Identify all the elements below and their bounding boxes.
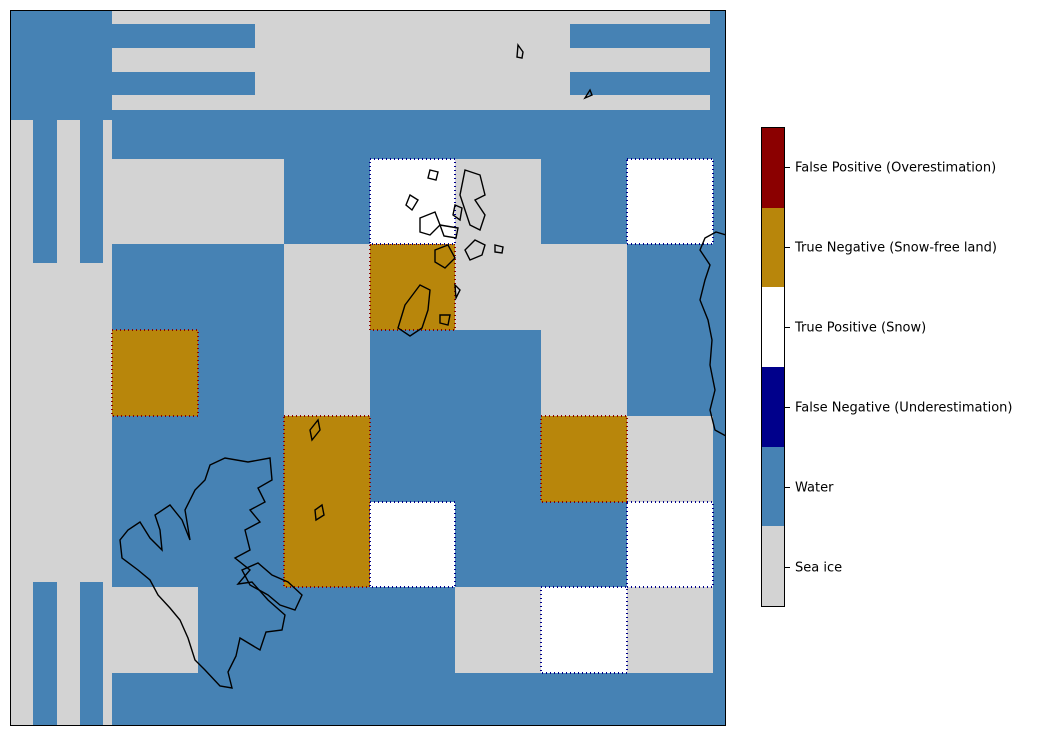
colorbar-tick: [785, 407, 790, 408]
colorbar-segment-fn: [762, 367, 784, 447]
legend-label-fn: False Negative (Underestimation): [795, 400, 1013, 416]
colorbar-tick: [785, 167, 790, 168]
colorbar-tick: [785, 247, 790, 248]
colorbar-tick: [785, 487, 790, 488]
colorbar: [761, 127, 785, 607]
colorbar-segment-fp: [762, 128, 784, 208]
colorbar-segment-tp: [762, 287, 784, 368]
water-top-stripes: [112, 10, 726, 120]
sea-ice-top-band: [112, 10, 710, 110]
colorbar-tick: [785, 327, 790, 328]
sea-ice-tiles: [112, 159, 713, 673]
legend-label-seaice: Sea ice: [795, 560, 843, 576]
colorbar-tick: [785, 567, 790, 568]
coastline-svalbard: [119, 457, 286, 689]
colorbar-segment-seaice: [762, 526, 784, 607]
coastline-nordaustlandet: [241, 562, 303, 611]
sea-ice-left-columns: [10, 120, 112, 726]
snow-free-land-tiles: [111, 243, 628, 588]
colorbar-segment-water: [762, 446, 784, 527]
snow-tiles: [369, 158, 714, 674]
legend-label-tn: True Negative (Snow-free land): [795, 240, 997, 256]
coastline-right-mainland: [699, 231, 726, 437]
coastline-franz-josef: [459, 169, 486, 231]
legend-label-water: Water: [795, 480, 834, 496]
coastlines: [119, 43, 726, 689]
colorbar-segment-tn: [762, 207, 784, 288]
legend-label-fp: False Positive (Overestimation): [795, 160, 997, 176]
legend-label-tp: True Positive (Snow): [795, 320, 927, 336]
classification-map: [10, 10, 726, 726]
